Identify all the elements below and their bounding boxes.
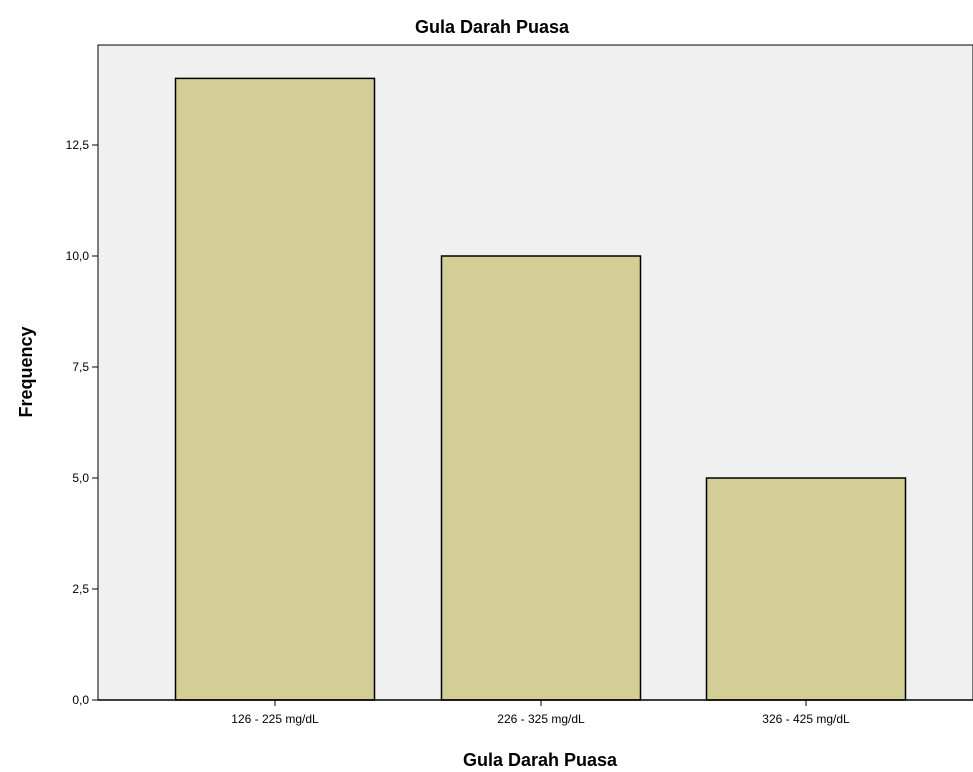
x-axis-label: Gula Darah Puasa — [463, 750, 618, 770]
y-tick-label: 10,0 — [66, 249, 90, 263]
y-axis-label: Frequency — [16, 326, 36, 417]
x-tick-label: 326 - 425 mg/dL — [762, 712, 850, 726]
bar-3 — [705, 477, 907, 701]
x-axis: 126 - 225 mg/dL 226 - 325 mg/dL 326 - 425 … — [98, 699, 973, 726]
x-tick-label: 226 - 325 mg/dL — [497, 712, 585, 726]
y-tick-label: 0,0 — [72, 693, 89, 707]
y-axis: 0,0 2,5 5,0 7,5 10,0 12,5 — [66, 138, 98, 707]
y-tick-label: 5,0 — [72, 471, 89, 485]
y-tick-label: 12,5 — [66, 138, 90, 152]
chart-title: Gula Darah Puasa — [415, 17, 570, 37]
bar-2 — [440, 255, 642, 701]
y-tick-label: 7,5 — [72, 360, 89, 374]
bar-1 — [174, 77, 376, 701]
x-tick-label: 126 - 225 mg/dL — [231, 712, 319, 726]
y-tick-label: 2,5 — [72, 582, 89, 596]
